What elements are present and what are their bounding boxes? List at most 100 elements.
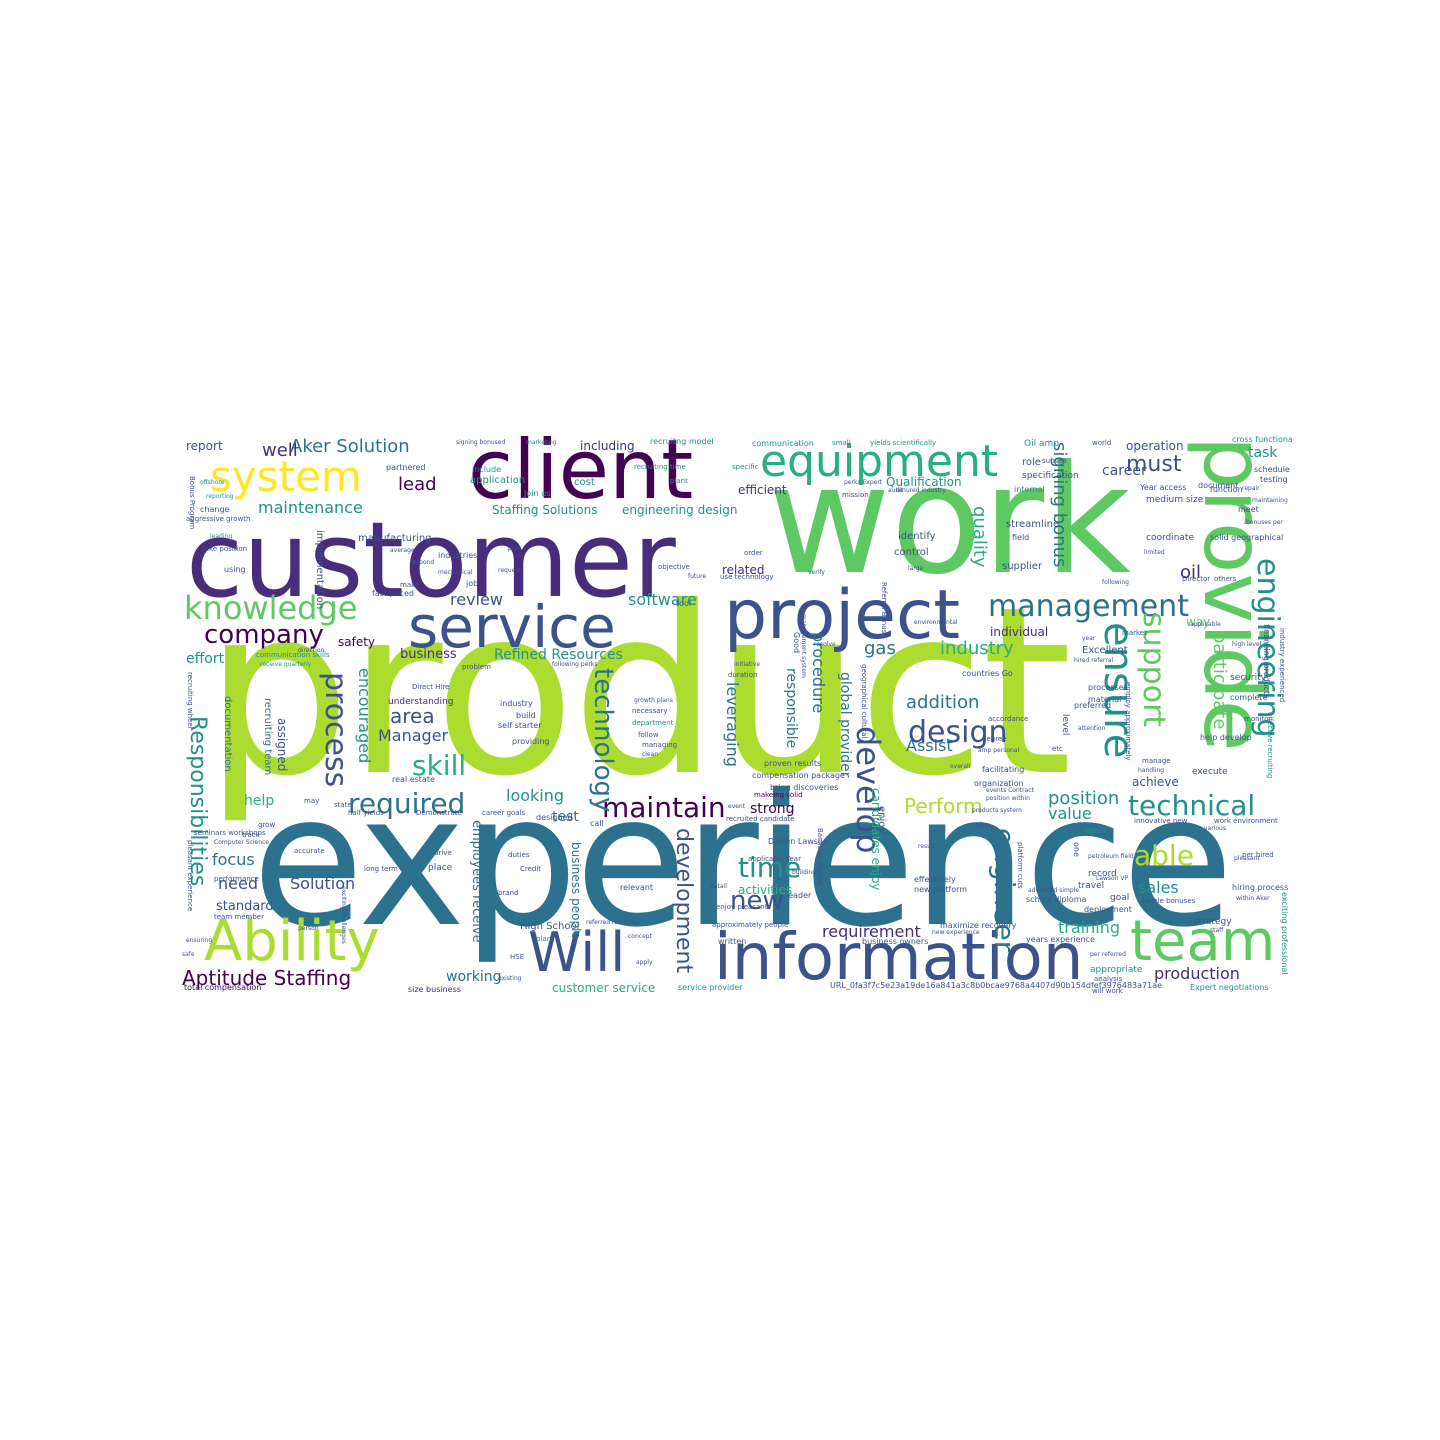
word-bring-discoveries: bring discoveries (770, 783, 839, 792)
word-exciting-challenges: exciting challenges (340, 886, 347, 944)
word-time: time (738, 851, 802, 884)
word-written: written (718, 937, 747, 946)
word-well: well (262, 440, 298, 461)
word-expert-negotiations: Expert negotiations (1190, 983, 1269, 992)
word-safety: safety (338, 635, 376, 649)
word-bonuses-per: bonuses per (1246, 519, 1283, 526)
word-growth-plans: growth plans (634, 697, 673, 704)
word-advanced-simple: advanced simple (1028, 887, 1080, 894)
word-oil-amp: Oil amp (1024, 439, 1059, 449)
word-application: application (470, 475, 526, 486)
word-service-provider: service provider (678, 983, 743, 992)
word-assist: Assist (906, 736, 953, 755)
word-will: Will (528, 921, 626, 984)
word-information: information (714, 921, 1084, 995)
word-project: project (724, 576, 961, 655)
word-required: required (348, 787, 466, 820)
word-addition: addition (906, 692, 980, 713)
word-events-contract: events Contract (986, 787, 1034, 794)
word-within-aker: within Aker (1236, 895, 1270, 902)
word-way: way (1186, 615, 1211, 629)
word-request: request (498, 567, 521, 574)
word-total-compensation: total compensation (184, 983, 262, 992)
word-cross-functional: cross functional (1232, 436, 1292, 444)
word-make: make (400, 581, 420, 589)
word-client: client (468, 436, 694, 518)
word-accordance: accordance (988, 715, 1029, 723)
word-market: market (1122, 629, 1147, 637)
word-fast-paced: fast paced (372, 589, 414, 598)
word-site: site (976, 821, 989, 829)
word-monitor: monitor (1244, 715, 1272, 723)
word-referred-recruited: referred recruited (586, 919, 640, 926)
word-director: Director (1182, 575, 1211, 583)
word-effort: effort (186, 651, 225, 667)
word-knowledge: knowledge (184, 589, 358, 627)
word-repair: repair (1242, 485, 1260, 492)
word-etc: etc (1052, 745, 1063, 753)
word-internal: internal (1014, 485, 1045, 494)
word-objective: objective (658, 563, 690, 571)
word-year-access: Year access (1140, 483, 1187, 492)
word-task: task (1248, 445, 1278, 461)
word-ensuring: ensuring (186, 937, 213, 944)
word-recruited-candidate: recruited candidate (726, 815, 795, 823)
word-processes: processes (1088, 683, 1128, 692)
word-problem: problem (462, 663, 491, 671)
word-training: training (1058, 918, 1120, 937)
word-double-bonuses: double bonuses (1140, 897, 1196, 905)
word-proven-results: proven results (764, 759, 822, 768)
word-brand: brand (498, 889, 519, 897)
word-cost: cost (574, 477, 595, 488)
word-material: material (1088, 695, 1122, 704)
word-skill: skill (412, 749, 467, 782)
word-direction: direction (298, 647, 325, 654)
word-specification: specification (1022, 471, 1079, 481)
word-help: help (244, 793, 275, 809)
word-event: event (728, 803, 746, 810)
word-manufacturing: manufacturing (358, 533, 432, 544)
word-half-yields: half yields (348, 809, 384, 817)
word-makeing-solid: makeing solid (754, 791, 803, 799)
word-must: must (1126, 452, 1182, 477)
word-recruiting-team: recruiting team (262, 698, 273, 776)
word-position: position (1048, 788, 1120, 809)
word-aptitude-staffing: Aptitude Staffing (182, 966, 352, 990)
word-communication: communication (752, 439, 814, 448)
word-handling: handling (1138, 767, 1165, 774)
word-leader: leader (786, 891, 812, 900)
word-plant: plant (670, 477, 688, 485)
word-platform-cuts: platform cuts (1016, 842, 1024, 889)
word-drive: drive (434, 849, 452, 857)
word-size-business: size business (408, 985, 461, 994)
word-environmental: environmental (914, 619, 958, 626)
word-activities: activities (738, 883, 793, 897)
word-aggressive-growth: aggressive growth (186, 515, 251, 523)
word-management: management (988, 589, 1189, 624)
word-lead: lead (398, 474, 437, 495)
word-responsible: responsible (783, 668, 799, 749)
word-partnered: partnered (386, 463, 426, 472)
word-safe: safe (182, 951, 195, 958)
word-ability: Ability (204, 909, 380, 974)
word-individual: individual (990, 625, 1049, 639)
word-overall: overall (950, 763, 971, 770)
word-change: change (200, 505, 230, 514)
word-applicable-year: applicable Year (748, 855, 801, 863)
word-sales: sales (1138, 878, 1179, 897)
word-self-starter: self starter (498, 721, 542, 730)
word-oil: oil (1180, 562, 1202, 583)
word-attention: attention (1078, 725, 1106, 732)
word-solid-geographical: solid geographical (1210, 533, 1284, 542)
word-new-platform: new platform (914, 885, 968, 894)
word-audit: audit (888, 487, 904, 494)
word-per-hired: per hired (1242, 851, 1274, 859)
word-financing-products: financing products (1262, 624, 1271, 699)
word-documentation: documentation (222, 696, 233, 772)
word-darren-lawson: Darren Lawson (768, 837, 828, 846)
word-petroleum-field: petroleum field (1088, 853, 1134, 860)
word-tool: tool (676, 599, 692, 608)
word-area: area (390, 704, 435, 728)
word-industry: industry (940, 638, 1014, 659)
word-supplier: supplier (1002, 561, 1043, 572)
